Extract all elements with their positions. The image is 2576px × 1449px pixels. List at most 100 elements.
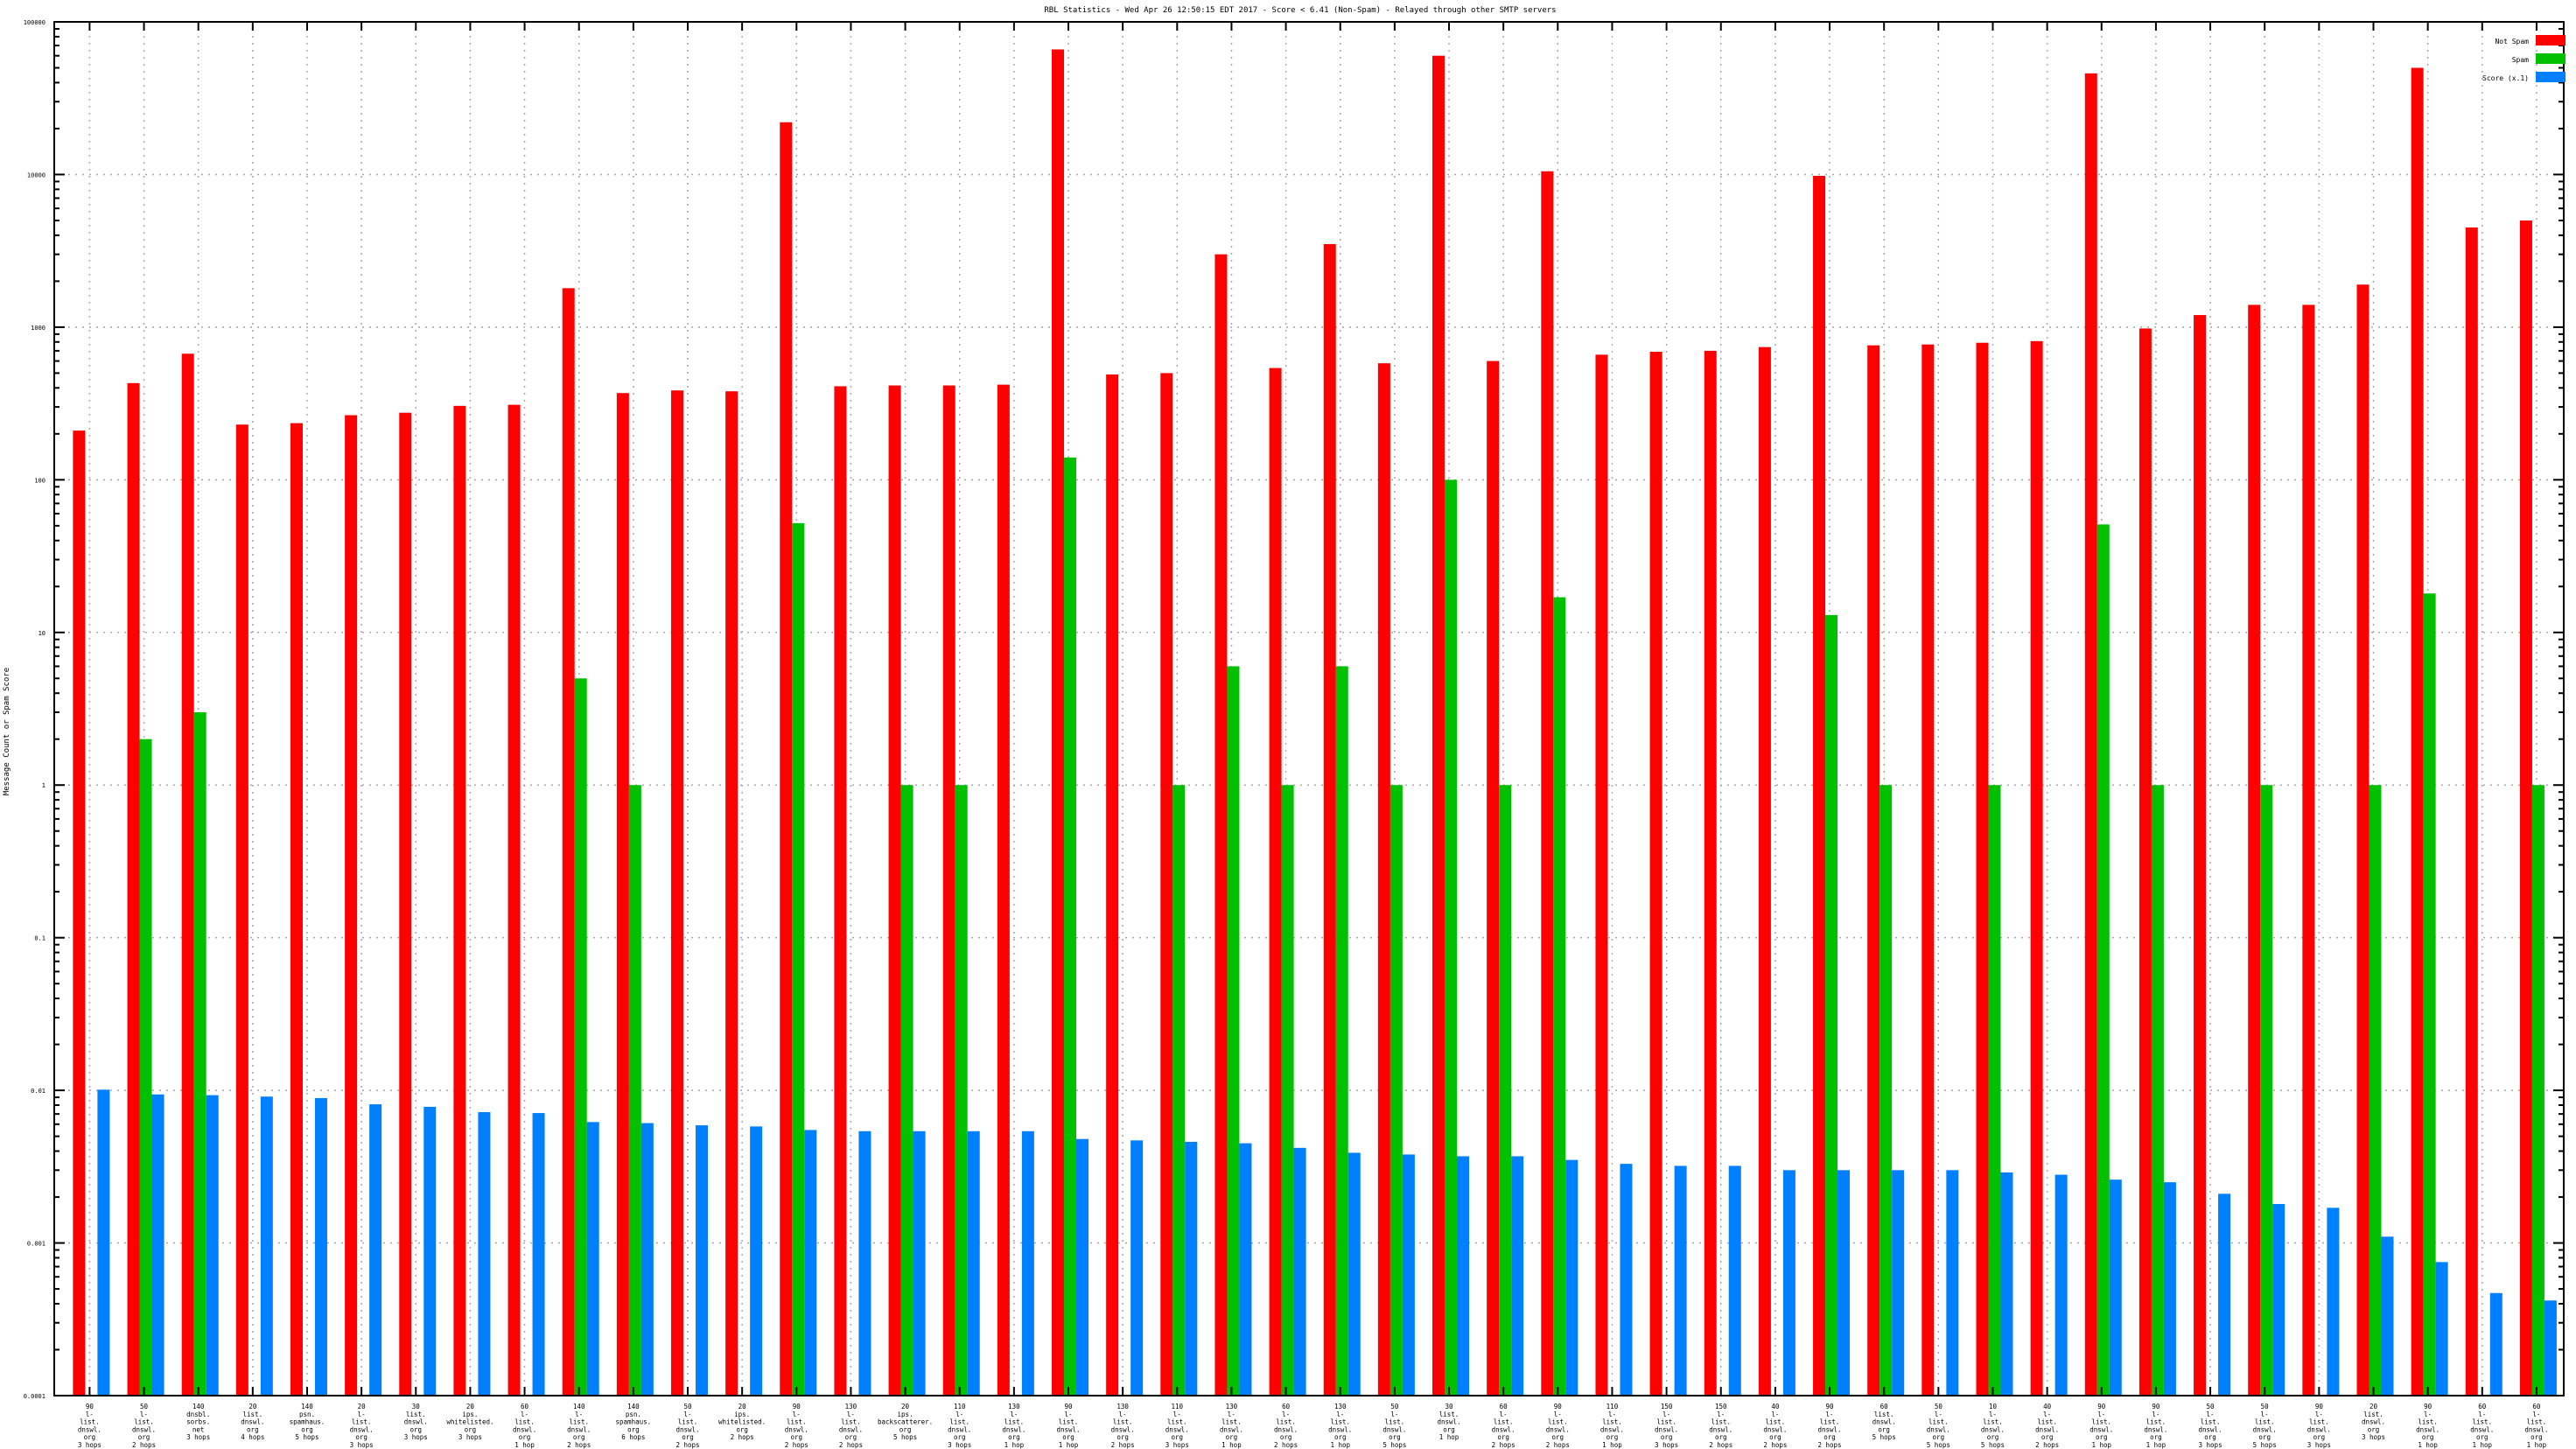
bar bbox=[2489, 1292, 2502, 1396]
x-tick-label: l- bbox=[1010, 1410, 1018, 1418]
bar bbox=[2519, 220, 2532, 1396]
x-tick-label: org bbox=[1661, 1433, 1673, 1441]
y-tick-label: 10000 bbox=[27, 172, 46, 178]
legend-swatch bbox=[2536, 53, 2566, 64]
x-tick-label: org bbox=[2204, 1433, 2216, 1441]
bar bbox=[1946, 1170, 1959, 1396]
plot-frame bbox=[53, 21, 2565, 1396]
x-tick-label: 130 bbox=[1334, 1403, 1347, 1410]
x-tick-label: dnswl. bbox=[1166, 1425, 1189, 1433]
x-tick-label: l- bbox=[521, 1410, 528, 1418]
x-tick-label: org bbox=[410, 1425, 422, 1433]
x-tick-label: org bbox=[2150, 1433, 2162, 1441]
x-tick-label: org bbox=[138, 1433, 150, 1441]
x-tick-label: 2 hops bbox=[2035, 1441, 2059, 1449]
x-tick-label: list. bbox=[1385, 1418, 1405, 1426]
bar bbox=[2465, 227, 2478, 1396]
x-tick-label: list. bbox=[1548, 1418, 1568, 1426]
x-tick-label: list. bbox=[841, 1418, 861, 1426]
bar bbox=[2531, 785, 2544, 1396]
x-tick-label: list. bbox=[1004, 1418, 1025, 1426]
y-tick-label: 0.0001 bbox=[24, 1393, 46, 1400]
x-tick-label: 90 bbox=[2097, 1403, 2106, 1410]
bar bbox=[997, 384, 1010, 1396]
x-tick-label: list. bbox=[2091, 1418, 2111, 1426]
x-tick-label: 130 bbox=[1226, 1403, 1238, 1410]
x-tick-label: dnswl. bbox=[1763, 1425, 1787, 1433]
x-tick-label: dnswl. bbox=[567, 1425, 591, 1433]
x-tick-label: org bbox=[2096, 1433, 2108, 1441]
x-tick-label: dnswl. bbox=[2416, 1425, 2440, 1433]
x-tick-label: 140 bbox=[573, 1403, 585, 1410]
x-tick-label: org bbox=[465, 1425, 477, 1433]
x-tick-label: 3 hops bbox=[186, 1433, 210, 1441]
bar bbox=[1620, 1164, 1633, 1396]
bar bbox=[834, 386, 847, 1396]
bar bbox=[2084, 73, 2097, 1396]
x-tick-label: 90 bbox=[1064, 1403, 1073, 1410]
x-tick-label: 130 bbox=[1116, 1403, 1129, 1410]
x-tick-label: dnswl. bbox=[350, 1425, 374, 1433]
x-tick-label: dnswl. bbox=[1600, 1425, 1624, 1433]
x-tick-label: 3 hops bbox=[2199, 1441, 2222, 1449]
x-tick-label: org bbox=[1334, 1433, 1347, 1441]
x-tick-label: list. bbox=[1983, 1418, 2003, 1426]
x-tick-label: org bbox=[1226, 1433, 1238, 1441]
x-tick-label: dnswl. bbox=[241, 1418, 264, 1426]
x-tick-label: dnswl. bbox=[1872, 1418, 1896, 1426]
x-tick-label: dnswl. bbox=[1002, 1425, 1026, 1433]
x-tick-label: list. bbox=[1439, 1410, 1460, 1418]
x-tick-label: list. bbox=[1711, 1418, 1731, 1426]
x-tick-label: 50 bbox=[1935, 1403, 1943, 1410]
x-tick-label: 90 bbox=[2152, 1403, 2160, 1410]
bar bbox=[888, 385, 901, 1396]
x-tick-label: l- bbox=[1608, 1410, 1616, 1418]
bar bbox=[1813, 175, 1826, 1396]
x-tick-label: dnsbl. bbox=[186, 1410, 210, 1418]
x-tick-label: dnswl. bbox=[1437, 1418, 1460, 1426]
legend-swatch bbox=[2536, 35, 2566, 46]
bar bbox=[900, 785, 914, 1396]
x-tick-label: 2 hops bbox=[785, 1441, 808, 1449]
bar bbox=[206, 1095, 219, 1396]
bar bbox=[193, 711, 206, 1396]
x-tick-label: 50 bbox=[1390, 1403, 1399, 1410]
x-tick-label: l- bbox=[2478, 1410, 2486, 1418]
x-tick-label: 90 bbox=[86, 1403, 94, 1410]
bar bbox=[1172, 785, 1186, 1396]
bar bbox=[1402, 1154, 1415, 1396]
y-tick-label: 10 bbox=[38, 630, 46, 637]
x-tick-label: 60 bbox=[1282, 1403, 1291, 1410]
x-tick-label: org bbox=[1389, 1433, 1401, 1441]
bar bbox=[369, 1104, 382, 1396]
x-tick-label: l- bbox=[2097, 1410, 2105, 1418]
x-tick-label: org bbox=[301, 1425, 313, 1433]
bar bbox=[2138, 328, 2152, 1396]
x-tick-label: dnswl. bbox=[2090, 1425, 2113, 1433]
bar bbox=[181, 354, 194, 1396]
x-tick-label: list. bbox=[1820, 1418, 1840, 1426]
x-tick-label: 2 hops bbox=[731, 1433, 754, 1441]
x-tick-label: 3 hops bbox=[458, 1433, 482, 1441]
x-tick-label: 6 hops bbox=[621, 1433, 645, 1441]
bar bbox=[1185, 1141, 1198, 1396]
x-tick-label: org bbox=[2041, 1433, 2054, 1441]
x-tick-label: l- bbox=[1228, 1410, 1236, 1418]
x-tick-label: org bbox=[1769, 1433, 1782, 1441]
x-tick-label: 30 bbox=[412, 1403, 421, 1410]
x-tick-label: l- bbox=[1336, 1410, 1344, 1418]
x-tick-label: dnswl. bbox=[2470, 1425, 2494, 1433]
x-tick-label: 1 hop bbox=[514, 1441, 535, 1449]
x-tick-label: 2 hops bbox=[1492, 1441, 1516, 1449]
bar bbox=[1432, 55, 1446, 1396]
x-tick-label: ips. bbox=[734, 1410, 750, 1418]
x-tick-label: dnswl. bbox=[2199, 1425, 2222, 1433]
x-tick-label: 5 hops bbox=[1872, 1433, 1896, 1441]
bar bbox=[1988, 785, 2001, 1396]
x-tick-label: dnswl. bbox=[1817, 1425, 1841, 1433]
bar bbox=[1269, 368, 1282, 1396]
x-tick-label: l- bbox=[575, 1410, 583, 1418]
x-tick-label: 5 hops bbox=[1927, 1441, 1950, 1449]
x-tick-label: 3 hops bbox=[78, 1441, 102, 1449]
x-tick-label: l- bbox=[1064, 1410, 1072, 1418]
